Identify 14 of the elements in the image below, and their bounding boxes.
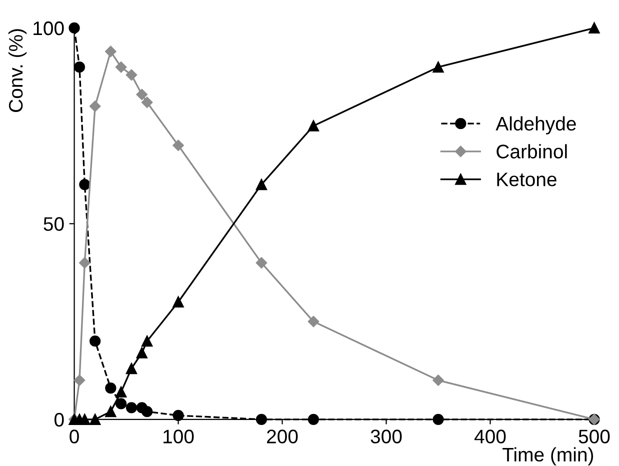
- legend-label: Carbinol: [496, 144, 567, 158]
- x-tick-label: 0: [70, 430, 79, 444]
- legend-label: Aldehyde: [496, 116, 576, 134]
- y-tick-label: 100: [34, 21, 64, 36]
- x-tick-label: 200: [267, 430, 298, 444]
- y-tick-label: 50: [44, 217, 64, 231]
- x-tick-label: 500: [578, 430, 610, 444]
- x-tick-label: 100: [164, 430, 194, 444]
- y-tick-label: 0: [54, 412, 64, 427]
- y-axis-title: Conv. (%): [8, 29, 27, 112]
- x-tick-label: 400: [474, 430, 506, 444]
- legend-label: Ketone: [497, 172, 556, 186]
- x-axis-title: Time (min): [502, 447, 594, 466]
- x-tick-label: 300: [370, 430, 402, 444]
